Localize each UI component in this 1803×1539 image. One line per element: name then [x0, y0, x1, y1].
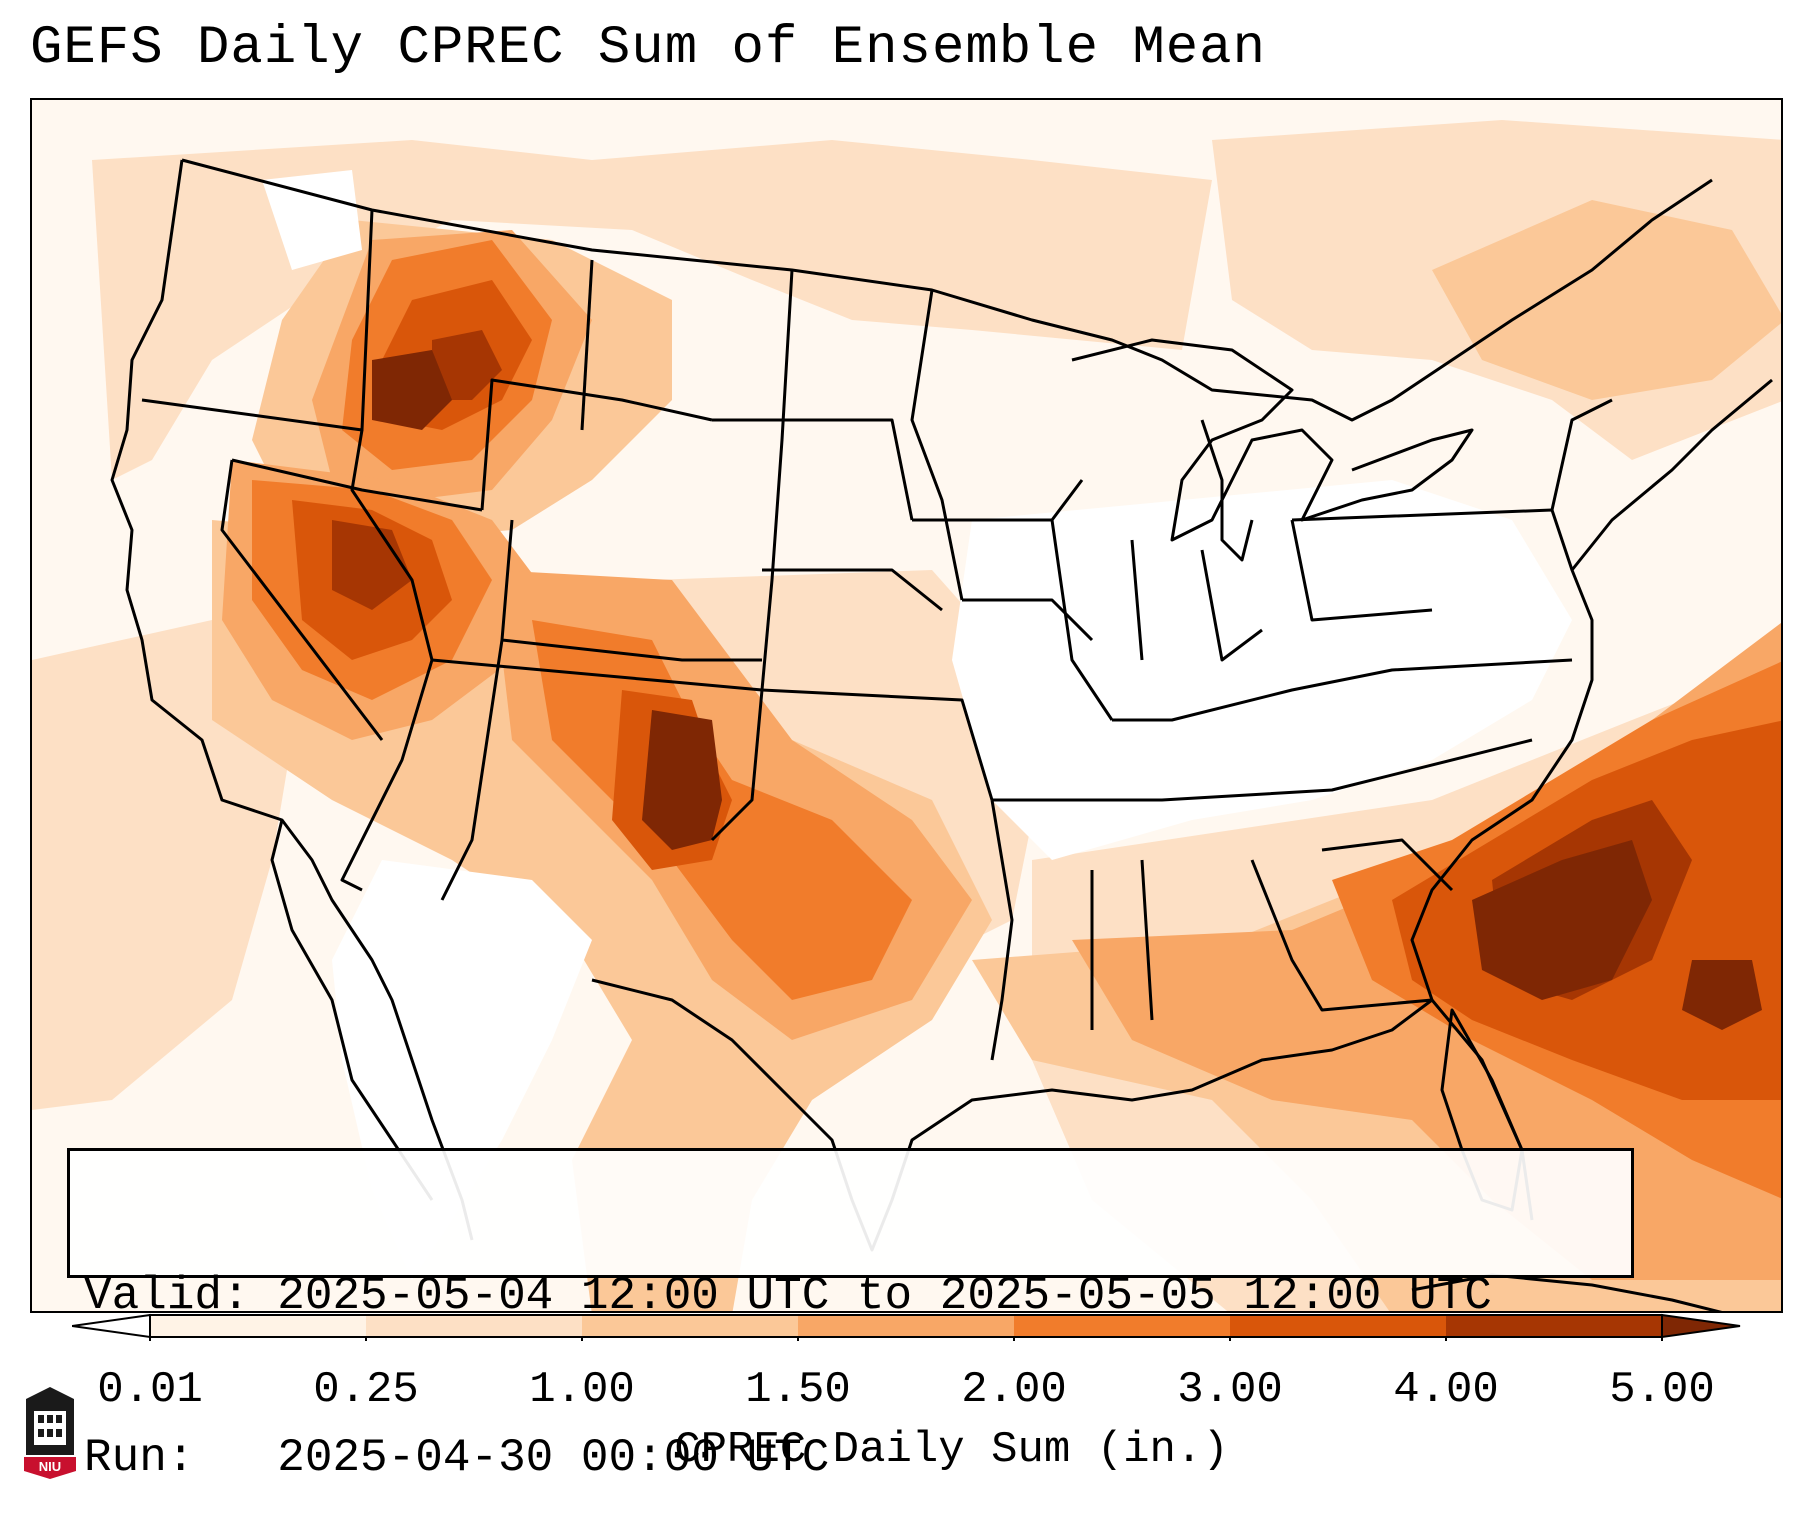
east-coastline: [1410, 378, 1773, 1001]
colorbar-cell: [1446, 1315, 1662, 1337]
map-title: GEFS Daily CPREC Sum of Ensemble Mean: [30, 18, 1266, 79]
colorbar: [72, 1313, 1741, 1341]
colorbar-frame: [149, 1314, 1663, 1338]
borders: [110, 158, 1773, 1311]
colorbar-under-arrow: [72, 1313, 151, 1339]
colorbar-cell: [798, 1315, 1014, 1337]
precip-map: [32, 100, 1781, 1311]
colorbar-cell: [150, 1315, 366, 1337]
valid-run-info-box: Valid: 2025-05-04 12:00 UTC to 2025-05-0…: [67, 1148, 1634, 1484]
precip-level-7: [372, 350, 1762, 1030]
colorbar-tick-label: 0.01: [97, 1365, 203, 1415]
niu-logo: NIU: [24, 1387, 76, 1479]
colorbar-tick-label: 5.00: [1609, 1365, 1715, 1415]
colorbar-cell: [366, 1315, 582, 1337]
colorbar-cell: [582, 1315, 798, 1337]
gulf-coastline: [591, 978, 1534, 1252]
canada-us-border: [181, 158, 1713, 422]
colorbar-tick-label: 1.00: [529, 1365, 635, 1415]
colorbar-tick-label: 2.00: [961, 1365, 1067, 1415]
map-panel: [30, 98, 1783, 1313]
colorbar-label: CPREC Daily Sum (in.): [674, 1425, 1229, 1475]
colorbar-tick-label: 3.00: [1177, 1365, 1283, 1415]
great-lakes: [1071, 338, 1474, 542]
colorbar-tick-label: 1.50: [745, 1365, 851, 1415]
colorbar-cell: [1014, 1315, 1230, 1337]
niu-logo-text: NIU: [39, 1459, 61, 1474]
west-coastline: [110, 159, 474, 1241]
valid-time-text: Valid: 2025-05-04 12:00 UTC to 2025-05-0…: [84, 1270, 1492, 1322]
colorbar-tick-label: 4.00: [1393, 1365, 1499, 1415]
colorbar-tick-label: 0.25: [313, 1365, 419, 1415]
colorbar-cell: [1230, 1315, 1446, 1337]
colorbar-over-arrow: [1661, 1313, 1741, 1339]
run-time-text: Run: 2025-04-30 00:00 UTC: [84, 1432, 830, 1484]
